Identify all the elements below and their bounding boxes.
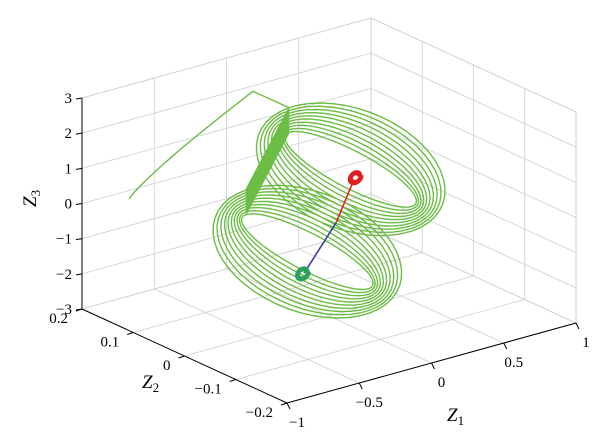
z-tick-label-6: 3 bbox=[65, 91, 73, 107]
z-tick-4 bbox=[75, 167, 83, 170]
x-tick-label-1: −0.5 bbox=[356, 395, 383, 411]
z-tick-0 bbox=[75, 308, 83, 311]
grid-floor-y-2 bbox=[184, 275, 474, 357]
z-tick-6 bbox=[75, 97, 83, 100]
x-tick-4 bbox=[575, 322, 580, 330]
z-tick-5 bbox=[75, 132, 83, 135]
x-tick-label-3: 0.5 bbox=[504, 355, 523, 371]
y-tick-label-3: 0.1 bbox=[100, 335, 119, 351]
y-axis-label: Z2 bbox=[142, 372, 159, 395]
x-tick-label-2: 0 bbox=[438, 375, 446, 391]
x-axis-label: Z1 bbox=[447, 405, 464, 428]
z-tick-3 bbox=[75, 203, 83, 205]
axis-lines bbox=[75, 97, 580, 410]
y-tick-label-1: −0.1 bbox=[195, 382, 222, 398]
pane-edge-2 bbox=[370, 17, 577, 113]
x-tick-3 bbox=[503, 342, 508, 350]
z-tick-label-5: 2 bbox=[65, 126, 73, 142]
grid-side-z-0 bbox=[370, 228, 577, 324]
x-tick-0 bbox=[286, 402, 291, 410]
y-tick-label-4: 0.2 bbox=[49, 311, 68, 327]
z-tick-label-4: 1 bbox=[65, 161, 73, 177]
series-1-line bbox=[303, 222, 337, 274]
x-tick-1 bbox=[358, 382, 363, 390]
x-tick-2 bbox=[431, 362, 435, 370]
grid-back-z-2 bbox=[81, 158, 372, 240]
grid-floor-y-1 bbox=[235, 299, 525, 380]
grid-back-z-5 bbox=[81, 52, 372, 134]
series-2-line bbox=[335, 179, 355, 223]
z-tick-label-2: −1 bbox=[56, 232, 72, 248]
z-tick-label-3: 0 bbox=[65, 197, 73, 213]
y-tick-0 bbox=[280, 402, 288, 406]
z-tick-1 bbox=[75, 273, 83, 276]
z-tick-label-0: −3 bbox=[56, 302, 72, 318]
series-0-trajectory bbox=[128, 90, 446, 319]
y-tick-2 bbox=[178, 355, 185, 359]
grid-side-z-4 bbox=[370, 87, 577, 183]
axis-labels: Z1 Z2 Z3 bbox=[20, 190, 464, 428]
z-tick-2 bbox=[75, 238, 83, 241]
y-tick-1 bbox=[229, 379, 236, 382]
y-tick-label-2: 0 bbox=[163, 358, 171, 374]
pane-edge-1 bbox=[81, 17, 372, 99]
trajectory-series bbox=[128, 90, 446, 319]
grid-side-z-5 bbox=[370, 52, 577, 148]
grid-back-z-4 bbox=[81, 87, 372, 169]
z-axis-label: Z3 bbox=[20, 190, 43, 207]
series-3-cluster bbox=[347, 170, 364, 186]
x-tick-label-0: −1 bbox=[289, 415, 305, 431]
tick-labels: −1 −0.5 0 0.5 1 −0.2 −0.1 0 0.1 0.2−3 −2 −1 0 1 2 3 bbox=[49, 91, 590, 431]
y-tick-3 bbox=[127, 332, 134, 335]
grid-side-z-3 bbox=[370, 123, 577, 218]
series-4-cluster bbox=[294, 266, 311, 282]
x-tick-label-4: 1 bbox=[582, 335, 590, 351]
z-tick-label-1: −2 bbox=[56, 267, 72, 283]
y-tick-label-0: −0.2 bbox=[246, 405, 273, 421]
